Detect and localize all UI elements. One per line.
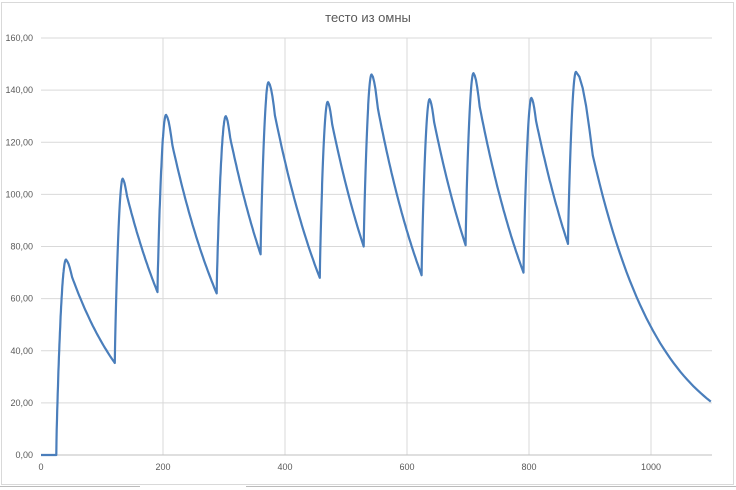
x-tick-label: 600 <box>399 462 414 472</box>
y-tick-label: 60,00 <box>10 294 33 304</box>
y-tick-label: 120,00 <box>5 137 33 147</box>
y-tick-label: 140,00 <box>5 85 33 95</box>
x-tick-label: 200 <box>155 462 170 472</box>
horizontal-scrollbar[interactable] <box>246 486 736 490</box>
x-tick-label: 800 <box>521 462 536 472</box>
series-line <box>40 70 712 457</box>
y-tick-label: 160,00 <box>5 33 33 43</box>
x-tick-label: 0 <box>38 462 43 472</box>
y-tick-label: 0,00 <box>15 450 33 460</box>
y-tick-label: 80,00 <box>10 242 33 252</box>
y-tick-label: 20,00 <box>10 398 33 408</box>
chart-title: тесто из омны <box>325 10 411 25</box>
y-tick-label: 40,00 <box>10 346 33 356</box>
y-tick-label: 100,00 <box>5 189 33 199</box>
sheet-tab[interactable] <box>0 486 140 490</box>
x-tick-label: 1000 <box>641 462 661 472</box>
x-tick-label: 400 <box>277 462 292 472</box>
